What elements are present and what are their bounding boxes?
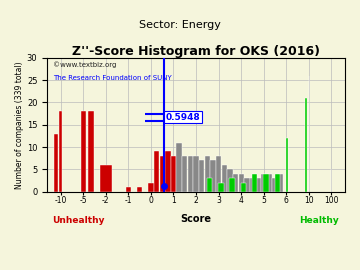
Bar	[188, 156, 193, 192]
Bar	[207, 178, 212, 192]
Text: Unhealthy: Unhealthy	[53, 216, 105, 225]
Bar	[216, 156, 221, 192]
Bar	[218, 183, 224, 192]
Bar	[250, 178, 255, 192]
Bar	[148, 183, 154, 192]
Text: Score: Score	[181, 214, 212, 224]
Bar	[261, 174, 266, 192]
Title: Z''-Score Histogram for OKS (2016): Z''-Score Histogram for OKS (2016)	[72, 45, 320, 58]
Text: Sector: Energy: Sector: Energy	[139, 20, 221, 30]
Bar	[193, 156, 199, 192]
Bar	[59, 111, 62, 192]
Bar	[305, 98, 307, 192]
Bar	[275, 174, 280, 192]
Bar	[54, 134, 58, 192]
Bar	[81, 111, 86, 192]
Bar	[199, 160, 204, 192]
Bar	[286, 138, 288, 192]
Bar	[263, 174, 269, 192]
Bar	[278, 174, 283, 192]
Bar	[239, 174, 244, 192]
Bar	[137, 187, 142, 192]
Bar	[165, 151, 171, 192]
Bar	[227, 169, 233, 192]
Bar	[229, 178, 235, 192]
Bar	[171, 156, 176, 192]
Bar	[252, 174, 257, 192]
Bar	[205, 156, 210, 192]
Bar	[222, 165, 227, 192]
Bar	[182, 156, 188, 192]
Text: 0.5948: 0.5948	[166, 113, 200, 122]
Bar	[159, 156, 165, 192]
Bar	[126, 187, 131, 192]
Bar	[233, 174, 238, 192]
Bar	[273, 178, 278, 192]
Bar	[210, 160, 216, 192]
Bar	[241, 183, 246, 192]
Bar	[176, 143, 182, 192]
Text: The Research Foundation of SUNY: The Research Foundation of SUNY	[53, 75, 172, 81]
Bar	[88, 111, 94, 192]
Text: ©www.textbiz.org: ©www.textbiz.org	[53, 62, 116, 68]
Bar	[100, 165, 112, 192]
Bar	[256, 178, 261, 192]
Bar	[244, 178, 249, 192]
Bar	[267, 174, 272, 192]
Text: Healthy: Healthy	[299, 216, 339, 225]
Y-axis label: Number of companies (339 total): Number of companies (339 total)	[15, 61, 24, 188]
Bar	[154, 151, 159, 192]
